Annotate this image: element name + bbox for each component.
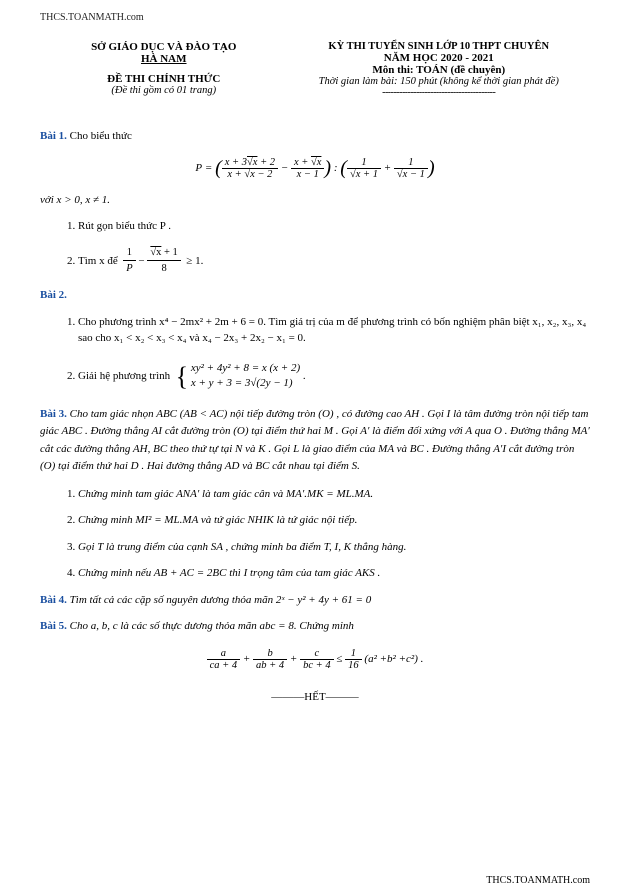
bai2-item1: Cho phương trình x⁴ − 2mx² + 2m + 6 = 0.… (78, 314, 590, 347)
bai5-text: Cho a, b, c là các số thực dương thỏa mã… (70, 620, 354, 632)
bai1-item2: Tìm x để 1P − √x + 18 ≥ 1. (78, 245, 590, 278)
bai3-item3: Gọi T là trung điểm của cạnh SA , chứng … (78, 539, 590, 556)
org-line1: SỞ GIÁO DỤC VÀ ĐÀO TẠO (40, 41, 288, 53)
divider-dashes: ---------------------------------------- (288, 87, 591, 98)
duration: Thời gian làm bài: 150 phút (không kể th… (288, 76, 591, 87)
bai2-section: Bài 2. (40, 287, 590, 304)
bai3-item4: Chứng minh nếu AB + AC = 2BC thì I trọng… (78, 565, 590, 582)
footer-url: THCS.TOANMATH.com (486, 875, 590, 886)
bai5-formula: aca + 4 + bab + 4 + cbc + 4 ≤ 116 (a² + … (40, 647, 590, 671)
exam-content: Bài 1. Cho biểu thức P = ( x + 3√x + 2x … (40, 128, 590, 703)
exam-title: KỲ THI TUYỂN SINH LỚP 10 THPT CHUYÊN (288, 41, 591, 52)
bai3-section: Bài 3. Cho tam giác nhọn ABC (AB < AC) n… (40, 406, 590, 476)
org-line2: HÀ NAM (40, 53, 288, 65)
bai4-text: Tìm tất cả các cặp số nguyên dương thỏa … (70, 594, 372, 606)
bai4-label: Bài 4. (40, 594, 67, 606)
bai5-section: Bài 5. Cho a, b, c là các số thực dương … (40, 618, 590, 635)
official-label: ĐỀ THI CHÍNH THỨC (40, 73, 288, 85)
header-url: THCS.TOANMATH.com (40, 12, 590, 23)
header-right: KỲ THI TUYỂN SINH LỚP 10 THPT CHUYÊN NĂM… (288, 41, 591, 98)
page-count: (Đề thi gồm có 01 trang) (40, 85, 288, 96)
bai1-section: Bài 1. Cho biểu thức (40, 128, 590, 145)
bai1-item1: Rút gọn biểu thức P . (78, 218, 590, 235)
bai4-section: Bài 4. Tìm tất cả các cặp số nguyên dươn… (40, 592, 590, 609)
bai5-label: Bài 5. (40, 620, 67, 632)
bai3-items: Chứng minh tam giác ANA′ là tam giác cân… (78, 486, 590, 582)
document-header: SỞ GIÁO DỤC VÀ ĐÀO TẠO HÀ NAM ĐỀ THI CHÍ… (40, 41, 590, 98)
bai3-item1: Chứng minh tam giác ANA′ là tam giác cân… (78, 486, 590, 503)
bai1-items: Rút gọn biểu thức P . Tìm x để 1P − √x +… (78, 218, 590, 277)
bai2-items: Cho phương trình x⁴ − 2mx² + 2m + 6 = 0.… (78, 314, 590, 396)
end-marker: ———HẾT——— (40, 691, 590, 703)
header-left: SỞ GIÁO DỤC VÀ ĐÀO TẠO HÀ NAM ĐỀ THI CHÍ… (40, 41, 288, 98)
bai2-item2: Giải hệ phương trình { xy² + 4y² + 8 = x… (78, 357, 590, 396)
bai1-intro: Cho biểu thức (70, 130, 132, 142)
bai1-formula: P = ( x + 3√x + 2x + √x − 2 − x + √xx − … (40, 157, 590, 180)
bai2-label: Bài 2. (40, 289, 67, 301)
bai1-condition: với x > 0, x ≠ 1. (40, 192, 590, 209)
bai3-item2: Chứng minh MI² = ML.MA và tứ giác NHIK l… (78, 512, 590, 529)
bai3-label: Bài 3. (40, 408, 67, 420)
bai3-text: Cho tam giác nhọn ABC (AB < AC) nội tiếp… (40, 408, 590, 473)
subject: Môn thi: TOÁN (đề chuyên) (288, 64, 591, 76)
school-year: NĂM HỌC 2020 - 2021 (288, 52, 591, 64)
bai1-label: Bài 1. (40, 130, 67, 142)
